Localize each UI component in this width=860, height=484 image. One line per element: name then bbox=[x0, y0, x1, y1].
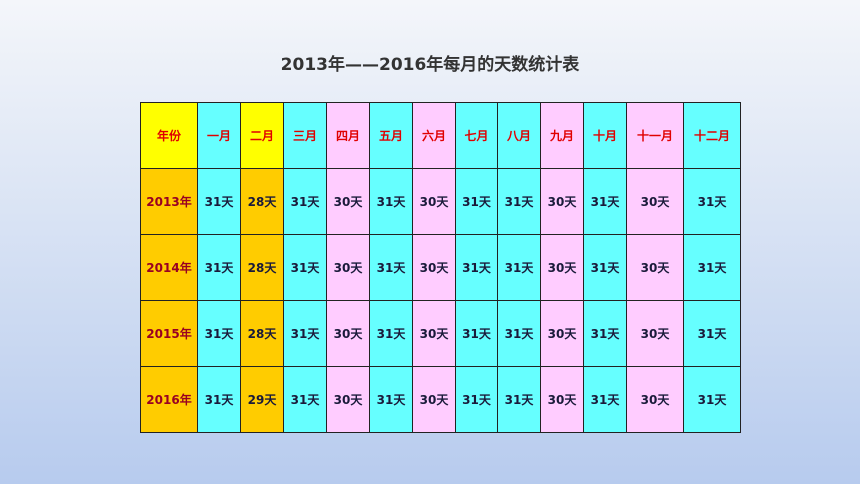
table-cell: 五月 bbox=[369, 102, 413, 169]
table-cell: 30天 bbox=[540, 168, 584, 235]
table-row: 2016年 31天 29天 31天 30天 31天 30天 31天 31天 30天 31天 30天 31… bbox=[140, 366, 741, 433]
table-cell: 30天 bbox=[326, 366, 370, 433]
table-cell: 31天 bbox=[369, 300, 413, 367]
table-cell: 三月 bbox=[283, 102, 327, 169]
table-cell: 31天 bbox=[369, 366, 413, 433]
table-cell: 31天 bbox=[683, 366, 741, 433]
table-cell: 28天 bbox=[240, 300, 284, 367]
table-cell: 31天 bbox=[197, 234, 241, 301]
table-row: 2015年 31天 28天 31天 30天 31天 30天 31天 31天 30天 31天 30天 31… bbox=[140, 300, 741, 367]
table-cell: 31天 bbox=[583, 300, 627, 367]
table-cell: 30天 bbox=[626, 168, 684, 235]
table-cell: 30天 bbox=[626, 234, 684, 301]
table-cell: 30天 bbox=[540, 366, 584, 433]
table-cell: 31天 bbox=[683, 168, 741, 235]
table-cell: 31天 bbox=[497, 300, 541, 367]
table-cell: 31天 bbox=[497, 234, 541, 301]
table-cell: 2016年 bbox=[140, 366, 198, 433]
table-cell: 一月 bbox=[197, 102, 241, 169]
table-cell: 31天 bbox=[197, 300, 241, 367]
table-cell: 28天 bbox=[240, 234, 284, 301]
table-cell: 30天 bbox=[626, 300, 684, 367]
table-cell: 31天 bbox=[583, 366, 627, 433]
table-cell: 31天 bbox=[455, 300, 498, 367]
table-cell: 2013年 bbox=[140, 168, 198, 235]
table-cell: 31天 bbox=[455, 366, 498, 433]
table-cell: 30天 bbox=[626, 366, 684, 433]
table-cell: 四月 bbox=[326, 102, 370, 169]
days-table: 年份 一月 二月 三月 四月 五月 六月 七月 八月 九月 十月 十一月 十二月 2013年 31天 28天 3… bbox=[140, 102, 741, 433]
table-cell: 31天 bbox=[583, 168, 627, 235]
table-cell: 30天 bbox=[412, 366, 456, 433]
table-cell: 30天 bbox=[412, 234, 456, 301]
table-cell: 30天 bbox=[540, 234, 584, 301]
table-cell: 29天 bbox=[240, 366, 284, 433]
table-cell: 30天 bbox=[412, 168, 456, 235]
table-cell: 十月 bbox=[583, 102, 627, 169]
table-row: 2014年 31天 28天 31天 30天 31天 30天 31天 31天 30天 31天 30天 31… bbox=[140, 234, 741, 301]
table-cell: 30天 bbox=[326, 300, 370, 367]
table-row: 2013年 31天 28天 31天 30天 31天 30天 31天 31天 30天 31天 30天 31… bbox=[140, 168, 741, 235]
table-cell: 2015年 bbox=[140, 300, 198, 367]
table-cell: 七月 bbox=[455, 102, 498, 169]
table-cell: 十一月 bbox=[626, 102, 684, 169]
table-cell: 31天 bbox=[369, 168, 413, 235]
table-cell: 八月 bbox=[497, 102, 541, 169]
table-cell: 31天 bbox=[455, 234, 498, 301]
table-cell: 31天 bbox=[283, 366, 327, 433]
table-cell: 30天 bbox=[540, 300, 584, 367]
table-cell: 31天 bbox=[683, 234, 741, 301]
header-row: 年份 一月 二月 三月 四月 五月 六月 七月 八月 九月 十月 十一月 十二月 bbox=[140, 102, 741, 169]
table-cell: 31天 bbox=[497, 168, 541, 235]
table-title: 2013年——2016年每月的天数统计表 bbox=[280, 55, 580, 75]
table-cell: 31天 bbox=[283, 234, 327, 301]
table-cell: 二月 bbox=[240, 102, 284, 169]
table-cell: 九月 bbox=[540, 102, 584, 169]
table-cell: 31天 bbox=[683, 300, 741, 367]
table-cell: 31天 bbox=[283, 168, 327, 235]
table-cell: 28天 bbox=[240, 168, 284, 235]
table-cell: 十二月 bbox=[683, 102, 741, 169]
table-cell: 年份 bbox=[140, 102, 198, 169]
table-cell: 30天 bbox=[326, 168, 370, 235]
table-cell: 31天 bbox=[583, 234, 627, 301]
table-cell: 30天 bbox=[412, 300, 456, 367]
table-cell: 六月 bbox=[412, 102, 456, 169]
table-cell: 31天 bbox=[283, 300, 327, 367]
table-cell: 31天 bbox=[455, 168, 498, 235]
table-cell: 2014年 bbox=[140, 234, 198, 301]
table-cell: 31天 bbox=[197, 168, 241, 235]
table-cell: 31天 bbox=[197, 366, 241, 433]
table-cell: 31天 bbox=[369, 234, 413, 301]
table-cell: 30天 bbox=[326, 234, 370, 301]
table-cell: 31天 bbox=[497, 366, 541, 433]
